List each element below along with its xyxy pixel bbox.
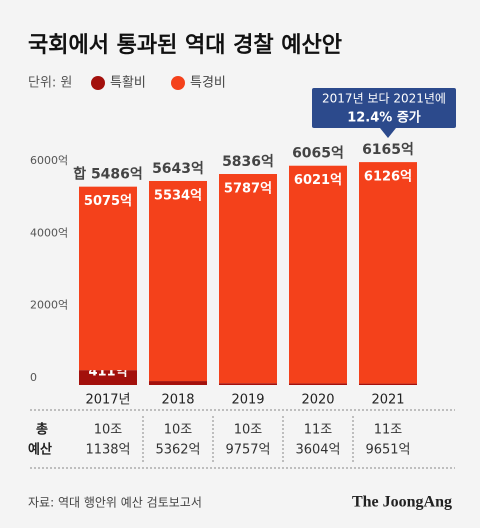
- legend-label: 특경비: [190, 76, 226, 91]
- bar-segment: [359, 383, 417, 385]
- table-header: 예산: [28, 442, 52, 458]
- bar-segment: [219, 174, 277, 384]
- bar-segment: [359, 162, 417, 384]
- table-header: 총: [36, 422, 48, 438]
- x-tick-label: 2021: [371, 393, 404, 408]
- y-tick-label: 6000억: [30, 154, 68, 167]
- annotation-box: [312, 88, 456, 128]
- x-tick-label: 2018: [161, 393, 194, 408]
- unit-label: 단위: 원: [28, 76, 72, 91]
- value-label: 6126억: [364, 170, 412, 185]
- bar-segment: [79, 186, 137, 371]
- bar-segment: [149, 180, 207, 382]
- value-label: 5787억: [224, 182, 272, 197]
- total-label: 6165억: [362, 142, 414, 158]
- table-cell: 3604억: [295, 443, 340, 458]
- y-tick-label: 4000억: [30, 226, 68, 239]
- x-tick-label: 2017년: [85, 393, 130, 408]
- total-label: 5836억: [222, 154, 274, 170]
- table-cell: 11조: [304, 423, 333, 438]
- annotation-text: 12.4% 증가: [347, 111, 421, 126]
- value-label: 5075억: [84, 194, 132, 209]
- bar-segment: [149, 381, 207, 385]
- table-cell: 9651억: [365, 443, 410, 458]
- total-label: 합 5486억: [73, 166, 143, 183]
- bar-segment: [289, 383, 347, 385]
- value-label: 5534억: [154, 188, 202, 203]
- legend-label: 특활비: [110, 76, 146, 91]
- x-tick-label: 2020: [301, 393, 334, 408]
- table-cell: 11조: [374, 423, 403, 438]
- bar-segment: [219, 383, 277, 385]
- table-cell: 5362억: [155, 443, 200, 458]
- total-label: 5643억: [152, 161, 204, 177]
- table-cell: 10조: [94, 423, 123, 438]
- annotation-pointer: [380, 128, 396, 138]
- source: 자료: 역대 행안위 예산 검토보고서: [28, 495, 202, 510]
- legend-swatch: [171, 76, 185, 90]
- table-cell: 10조: [234, 423, 263, 438]
- table-cell: 9757억: [225, 443, 270, 458]
- y-tick-label: 2000억: [30, 299, 68, 312]
- bar-segment: [79, 370, 137, 385]
- value-label: 6021억: [294, 173, 342, 188]
- x-tick-label: 2019: [231, 393, 264, 408]
- table-cell: 1138억: [85, 443, 130, 458]
- table-cell: 10조: [164, 423, 193, 438]
- annotation-text: 2017년 보다 2021년에: [322, 92, 446, 106]
- y-tick-label: 0: [30, 371, 37, 384]
- total-label: 6065억: [292, 146, 344, 162]
- logo: The JoongAng: [352, 494, 452, 511]
- bar-segment: [289, 165, 347, 384]
- legend-swatch: [91, 76, 105, 90]
- chart-title: 국회에서 통과된 역대 경찰 예산안: [28, 33, 342, 58]
